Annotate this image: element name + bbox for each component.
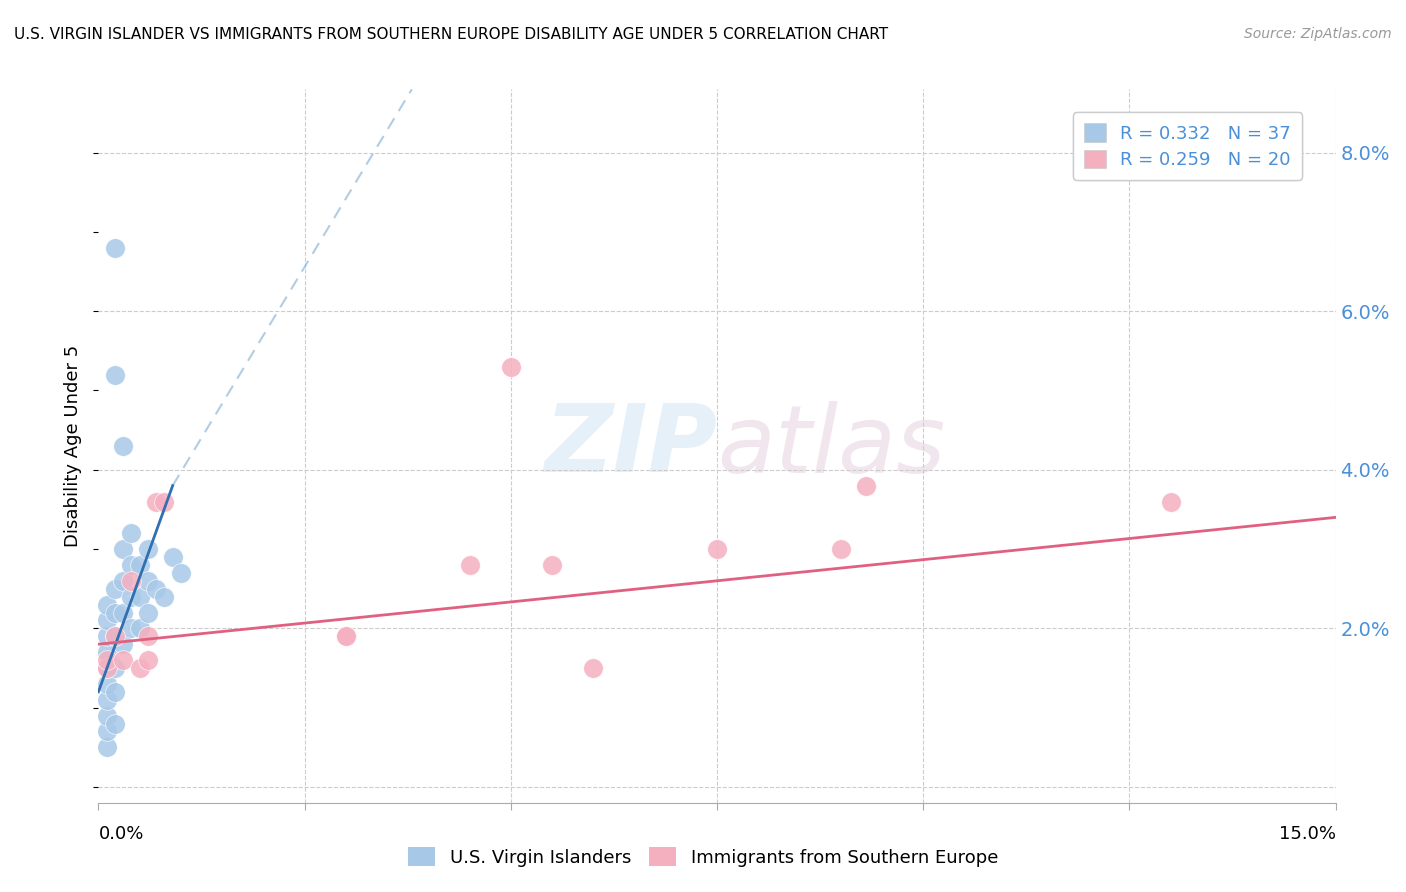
Text: 0.0%: 0.0% — [98, 825, 143, 843]
Point — [120, 526, 142, 541]
Point — [120, 621, 142, 635]
Point — [136, 653, 159, 667]
Point — [120, 558, 142, 572]
Text: U.S. VIRGIN ISLANDER VS IMMIGRANTS FROM SOUTHERN EUROPE DISABILITY AGE UNDER 5 C: U.S. VIRGIN ISLANDER VS IMMIGRANTS FROM … — [14, 27, 889, 42]
Point — [104, 368, 127, 382]
Point — [104, 606, 127, 620]
Point — [96, 677, 118, 691]
Point — [112, 439, 135, 453]
Point — [136, 574, 159, 588]
Text: ZIP: ZIP — [544, 400, 717, 492]
Legend: R = 0.332   N = 37, R = 0.259   N = 20: R = 0.332 N = 37, R = 0.259 N = 20 — [1073, 112, 1302, 180]
Point — [499, 359, 522, 374]
Point — [136, 542, 159, 557]
Point — [104, 241, 127, 255]
Point — [170, 566, 193, 580]
Point — [128, 590, 150, 604]
Point — [104, 629, 127, 643]
Point — [96, 629, 118, 643]
Point — [112, 606, 135, 620]
Point — [145, 582, 167, 596]
Point — [120, 574, 142, 588]
Point — [104, 582, 127, 596]
Point — [96, 724, 118, 739]
Point — [112, 542, 135, 557]
Point — [96, 740, 118, 755]
Point — [96, 661, 118, 675]
Point — [128, 621, 150, 635]
Point — [104, 716, 127, 731]
Text: Source: ZipAtlas.com: Source: ZipAtlas.com — [1244, 27, 1392, 41]
Point — [96, 708, 118, 723]
Point — [136, 606, 159, 620]
Point — [104, 661, 127, 675]
Point — [145, 494, 167, 508]
Point — [458, 558, 481, 572]
Point — [104, 629, 127, 643]
Point — [541, 558, 564, 572]
Point — [112, 637, 135, 651]
Text: atlas: atlas — [717, 401, 945, 491]
Point — [855, 478, 877, 492]
Point — [112, 653, 135, 667]
Point — [153, 590, 176, 604]
Text: 15.0%: 15.0% — [1278, 825, 1336, 843]
Point — [153, 494, 176, 508]
Point — [96, 614, 118, 628]
Point — [136, 629, 159, 643]
Point — [335, 629, 357, 643]
Point — [335, 629, 357, 643]
Point — [120, 590, 142, 604]
Legend: U.S. Virgin Islanders, Immigrants from Southern Europe: U.S. Virgin Islanders, Immigrants from S… — [401, 840, 1005, 874]
Point — [96, 645, 118, 659]
Point — [96, 598, 118, 612]
Point — [830, 542, 852, 557]
Point — [162, 549, 184, 564]
Point — [1160, 494, 1182, 508]
Y-axis label: Disability Age Under 5: Disability Age Under 5 — [65, 345, 83, 547]
Point — [706, 542, 728, 557]
Point — [96, 692, 118, 706]
Point — [582, 661, 605, 675]
Point — [112, 574, 135, 588]
Point — [96, 653, 118, 667]
Point — [128, 558, 150, 572]
Point — [96, 661, 118, 675]
Point — [104, 685, 127, 699]
Point — [128, 661, 150, 675]
